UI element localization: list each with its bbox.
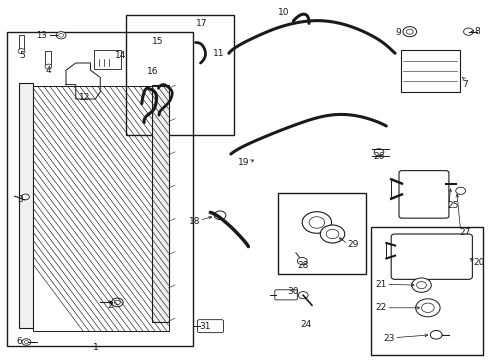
Bar bbox=[151, 85, 168, 322]
Text: 1: 1 bbox=[92, 343, 98, 352]
Text: 31: 31 bbox=[199, 323, 211, 331]
Text: 9: 9 bbox=[394, 28, 400, 37]
Text: 11: 11 bbox=[212, 49, 224, 58]
Circle shape bbox=[24, 341, 28, 343]
Text: 2: 2 bbox=[107, 301, 113, 310]
Text: 26: 26 bbox=[372, 152, 384, 161]
Circle shape bbox=[297, 257, 306, 265]
Bar bbox=[33, 86, 168, 331]
Bar bbox=[7, 32, 193, 346]
Text: 12: 12 bbox=[79, 93, 90, 102]
Circle shape bbox=[56, 32, 66, 39]
Circle shape bbox=[21, 194, 29, 200]
Text: 16: 16 bbox=[146, 68, 158, 77]
Circle shape bbox=[411, 278, 430, 292]
Circle shape bbox=[416, 282, 426, 289]
FancyBboxPatch shape bbox=[274, 290, 297, 300]
Text: 22: 22 bbox=[374, 303, 386, 312]
Bar bbox=[277, 193, 365, 274]
Circle shape bbox=[463, 28, 472, 35]
Text: 19: 19 bbox=[237, 158, 249, 167]
Circle shape bbox=[302, 212, 331, 233]
Bar bbox=[126, 15, 233, 135]
Text: 14: 14 bbox=[115, 51, 126, 60]
Text: 4: 4 bbox=[45, 66, 51, 75]
Circle shape bbox=[421, 303, 433, 312]
Text: 25: 25 bbox=[447, 201, 458, 210]
FancyBboxPatch shape bbox=[390, 234, 471, 279]
Text: 24: 24 bbox=[299, 320, 311, 329]
Bar bbox=[45, 51, 51, 64]
Text: 13: 13 bbox=[36, 31, 47, 40]
Circle shape bbox=[298, 292, 307, 299]
Circle shape bbox=[22, 339, 31, 345]
Text: 21: 21 bbox=[374, 280, 386, 289]
Text: 29: 29 bbox=[346, 240, 358, 248]
Text: 8: 8 bbox=[473, 27, 479, 36]
Circle shape bbox=[308, 217, 324, 228]
Circle shape bbox=[406, 29, 412, 34]
Text: 5: 5 bbox=[20, 51, 25, 60]
Bar bbox=[19, 35, 24, 49]
Circle shape bbox=[373, 149, 383, 156]
Circle shape bbox=[111, 298, 123, 307]
Text: 18: 18 bbox=[188, 217, 200, 226]
Bar bbox=[94, 50, 121, 69]
Circle shape bbox=[325, 229, 338, 239]
Circle shape bbox=[214, 211, 225, 220]
Text: 3: 3 bbox=[17, 195, 23, 204]
Circle shape bbox=[114, 300, 120, 305]
Circle shape bbox=[59, 33, 63, 37]
Bar bbox=[19, 83, 33, 328]
Text: 30: 30 bbox=[287, 287, 299, 296]
Circle shape bbox=[320, 225, 344, 243]
Circle shape bbox=[455, 187, 465, 194]
Circle shape bbox=[402, 27, 416, 37]
Circle shape bbox=[18, 49, 25, 54]
FancyBboxPatch shape bbox=[197, 320, 223, 333]
Text: 17: 17 bbox=[195, 19, 207, 28]
Text: 23: 23 bbox=[383, 334, 394, 343]
Text: 15: 15 bbox=[151, 37, 163, 46]
Text: 27: 27 bbox=[459, 228, 470, 237]
Circle shape bbox=[45, 64, 52, 69]
Circle shape bbox=[429, 330, 441, 339]
Circle shape bbox=[415, 299, 439, 317]
Text: 28: 28 bbox=[297, 261, 308, 270]
Text: 6: 6 bbox=[17, 338, 22, 346]
Bar bbox=[400, 50, 459, 92]
FancyBboxPatch shape bbox=[398, 171, 448, 218]
Text: 20: 20 bbox=[472, 258, 484, 267]
Bar bbox=[33, 86, 168, 331]
Bar bbox=[370, 227, 482, 355]
Text: 7: 7 bbox=[461, 80, 467, 89]
Text: 10: 10 bbox=[277, 8, 289, 17]
